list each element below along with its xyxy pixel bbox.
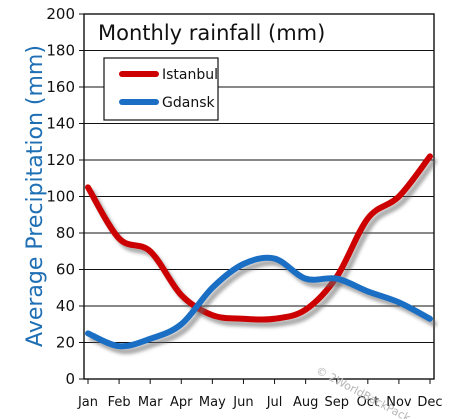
- x-tick-label-nov: Nov: [386, 395, 412, 410]
- data-point-gdansk-may: [209, 285, 215, 291]
- legend-box: [103, 57, 219, 121]
- y-tick-label-60: 60: [56, 261, 75, 279]
- data-point-gdansk-mar: [147, 336, 153, 342]
- y-tick-label-200: 200: [46, 5, 75, 23]
- data-point-istanbul-mar: [147, 248, 153, 254]
- data-point-istanbul-jul: [272, 316, 277, 322]
- x-axis-ticks: Jan Feb Mar Apr May Jun Jul Aug Sep Oct Nov Dec: [77, 379, 443, 410]
- x-tick-label-feb: Feb: [108, 395, 131, 410]
- data-point-istanbul-dec: [427, 153, 433, 159]
- y-tick-label-20: 20: [56, 334, 75, 352]
- chart-title: Monthly rainfall (mm): [98, 21, 325, 45]
- y-tick-label-100: 100: [46, 188, 75, 206]
- x-tick-label-aug: Aug: [293, 395, 318, 410]
- series-line-istanbul: [85, 153, 433, 323]
- x-tick-label-oct: Oct: [357, 395, 379, 410]
- x-tick-label-jan: Jan: [77, 395, 98, 410]
- data-point-gdansk-sep: [334, 276, 340, 282]
- data-point-gdansk-aug: [303, 276, 309, 282]
- y-tick-label-40: 40: [56, 297, 75, 315]
- x-tick-label-apr: Apr: [170, 395, 193, 410]
- x-tick-label-jun: Jun: [232, 395, 253, 410]
- y-axis-ticks: 0 20 40 60 80 100 120 140 160 180 200: [46, 5, 84, 388]
- x-tick-label-jul: Jul: [266, 395, 283, 410]
- legend-label-istanbul: Istanbul: [162, 67, 218, 83]
- y-tick-label-120: 120: [46, 151, 75, 169]
- data-point-istanbul-may: [209, 312, 215, 318]
- y-axis-label: Average Precipitation (mm): [23, 45, 48, 347]
- x-tick-label-may: May: [199, 395, 226, 410]
- data-point-gdansk-dec: [427, 316, 433, 322]
- series-line-gdansk: [85, 254, 433, 350]
- x-tick-label-sep: Sep: [324, 395, 349, 410]
- y-tick-label-0: 0: [65, 370, 75, 388]
- data-point-gdansk-nov: [396, 299, 402, 305]
- title-background: [88, 15, 324, 49]
- x-tick-label-dec: Dec: [417, 395, 442, 410]
- data-point-gdansk-jan: [85, 330, 91, 336]
- data-point-istanbul-feb: [116, 236, 122, 241]
- x-tick-label-mar: Mar: [138, 395, 163, 410]
- series-shadow-gdansk: [89, 259, 437, 355]
- data-point-istanbul-nov: [396, 194, 402, 199]
- data-point-istanbul-jan: [85, 184, 91, 190]
- data-point-gdansk-apr: [178, 321, 184, 327]
- y-tick-label-140: 140: [46, 115, 75, 133]
- data-point-gdansk-oct: [365, 289, 371, 294]
- legend: Istanbul Gdansk: [103, 57, 219, 121]
- y-tick-label-80: 80: [56, 224, 75, 242]
- y-tick-label-180: 180: [46, 42, 75, 60]
- y-tick-label-160: 160: [46, 78, 75, 96]
- legend-label-gdansk: Gdansk: [162, 95, 215, 111]
- data-point-istanbul-apr: [178, 292, 184, 298]
- data-point-istanbul-aug: [303, 307, 309, 313]
- title-box: Monthly rainfall (mm): [88, 15, 325, 49]
- data-point-gdansk-jul: [272, 256, 277, 261]
- data-point-gdansk-jun: [241, 261, 246, 267]
- data-point-istanbul-oct: [365, 216, 371, 221]
- data-point-gdansk-feb: [116, 343, 122, 349]
- series-layer: [85, 153, 437, 355]
- data-point-istanbul-jun: [241, 316, 246, 322]
